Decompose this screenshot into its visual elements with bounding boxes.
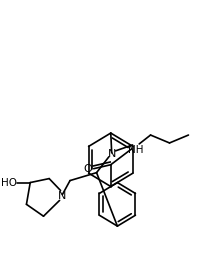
Text: HO: HO xyxy=(1,178,17,188)
Text: NH: NH xyxy=(127,145,142,155)
Text: O: O xyxy=(83,164,92,174)
Text: N: N xyxy=(107,149,115,159)
Text: N: N xyxy=(58,191,66,201)
